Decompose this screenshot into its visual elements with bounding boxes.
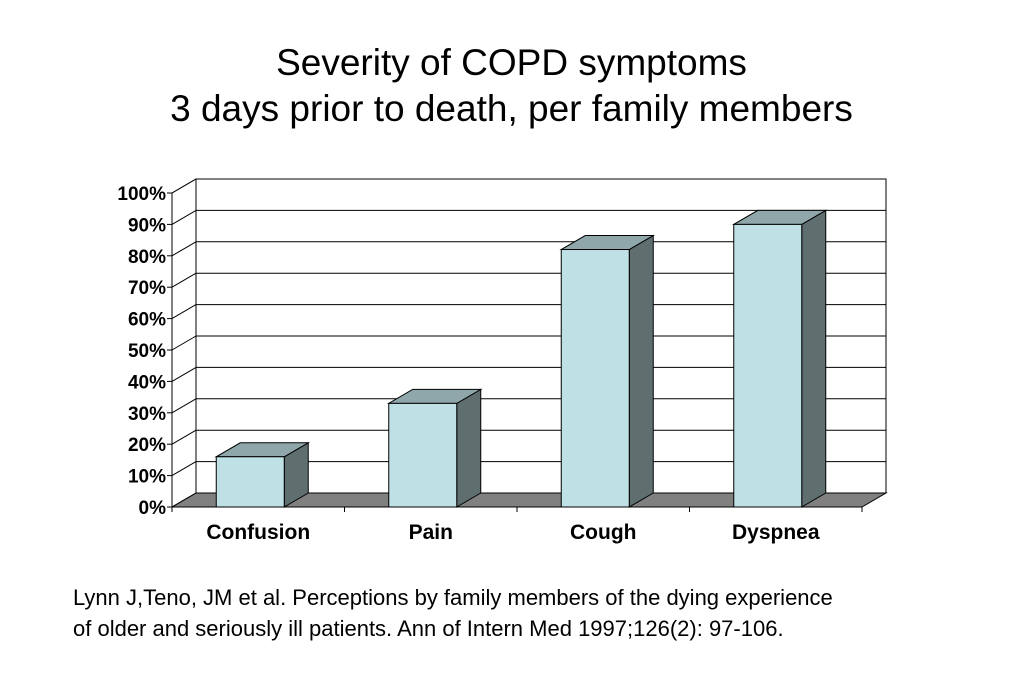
- y-tick-label: 40%: [128, 372, 166, 393]
- gridline-side: [171, 429, 197, 445]
- y-tick-label: 50%: [128, 341, 166, 362]
- bar-side: [456, 388, 482, 508]
- gridline-side: [171, 366, 197, 382]
- bar: [215, 456, 285, 508]
- y-tick-label: 100%: [117, 184, 166, 205]
- x-tick-label: Pain: [409, 521, 453, 544]
- gridline-side: [171, 335, 197, 351]
- bar: [733, 223, 803, 508]
- y-tick-label: 0%: [139, 498, 167, 519]
- bar: [560, 249, 630, 508]
- gridline-side: [171, 272, 197, 288]
- y-tick-label: 90%: [128, 215, 166, 236]
- gridline-side: [171, 304, 197, 320]
- citation-line-2: of older and seriously ill patients. Ann…: [73, 616, 784, 641]
- citation: Lynn J,Teno, JM et al. Perceptions by fa…: [73, 582, 973, 644]
- chart-title-line-2: 3 days prior to death, per family member…: [170, 88, 853, 129]
- gridline-side: [171, 461, 197, 477]
- gridline-side: [171, 209, 197, 225]
- x-tick-label: Cough: [570, 521, 636, 544]
- gridline-side: [171, 492, 197, 508]
- y-tick-label: 80%: [128, 247, 166, 268]
- y-tick-label: 30%: [128, 404, 166, 425]
- chart-title-line-1: Severity of COPD symptoms: [276, 42, 747, 83]
- bar-side: [801, 209, 827, 508]
- x-tick-label: Confusion: [206, 521, 310, 544]
- x-tick-label: Dyspnea: [732, 521, 820, 544]
- gridline-side: [171, 178, 197, 194]
- bar: [388, 402, 458, 508]
- gridline-side: [171, 241, 197, 257]
- y-tick-label: 20%: [128, 435, 166, 456]
- bar-side: [628, 234, 654, 508]
- chart-title: Severity of COPD symptoms 3 days prior t…: [0, 40, 1023, 132]
- y-tick-label: 60%: [128, 310, 166, 331]
- citation-line-1: Lynn J,Teno, JM et al. Perceptions by fa…: [73, 585, 833, 610]
- y-tick-label: 70%: [128, 278, 166, 299]
- y-tick-label: 10%: [128, 467, 166, 488]
- gridline-side: [171, 398, 197, 414]
